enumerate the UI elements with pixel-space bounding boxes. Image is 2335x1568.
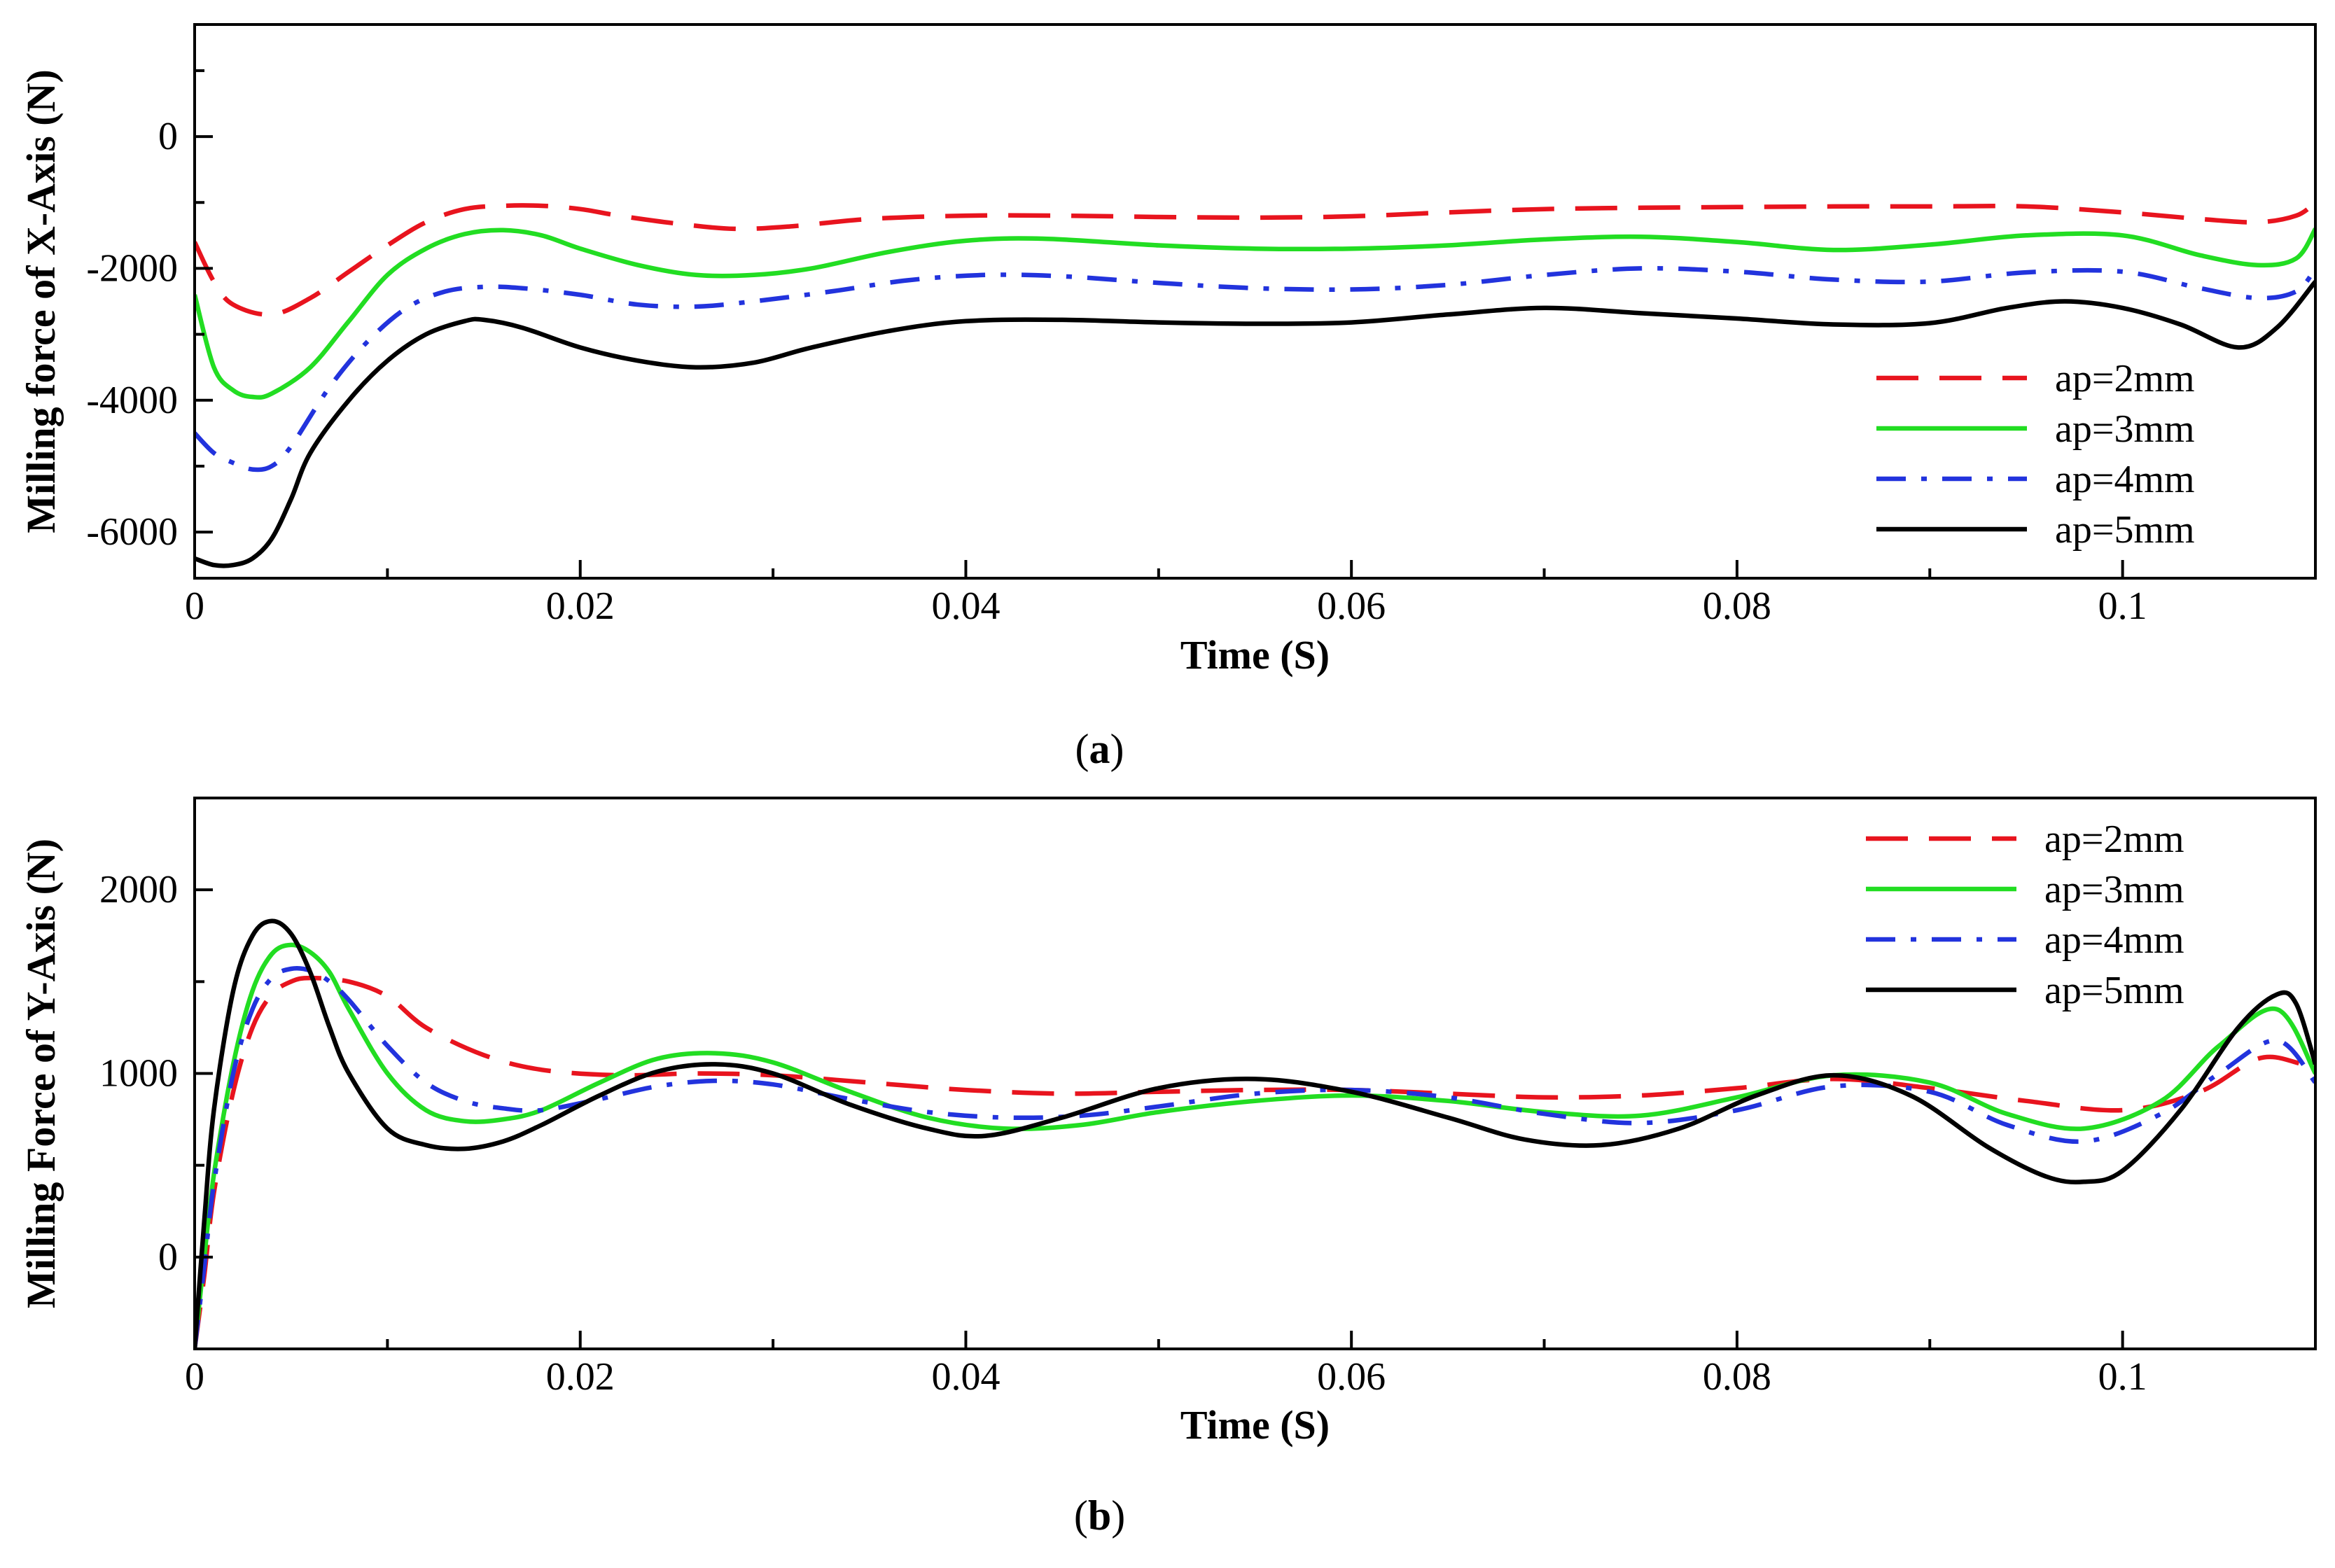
- series-line-ap=2mm: [195, 200, 2315, 317]
- caption-close-paren: ): [1111, 1492, 1125, 1539]
- caption-letter: b: [1088, 1492, 1111, 1539]
- series-line-ap=5mm: [195, 918, 2315, 1349]
- x-tick-label: 0.1: [2098, 1355, 2147, 1399]
- x-tick-label: 0.06: [1317, 584, 1386, 628]
- y-tick-label: 0: [158, 115, 178, 158]
- y-axis-title: Milling force of X-Axis (N): [18, 69, 64, 533]
- x-tick-label: 0.08: [1703, 1355, 1771, 1399]
- legend: ap=2mm ap=3mm ap=4mm ap=5mm: [1876, 357, 2195, 552]
- caption-close-paren: ): [1110, 726, 1124, 772]
- x-tick-label: 0: [185, 584, 204, 628]
- series-line-ap=3mm: [195, 942, 2315, 1349]
- legend-label: ap=2mm: [2055, 357, 2195, 400]
- series-group: [195, 200, 2315, 568]
- caption-open-paren: (: [1075, 726, 1089, 772]
- panel-caption: (b): [1074, 1492, 1125, 1539]
- series-line-ap=5mm: [195, 280, 2315, 568]
- legend-label: ap=4mm: [2055, 458, 2195, 501]
- series-line-ap=3mm: [195, 227, 2315, 400]
- series-line-ap=4mm: [195, 965, 2315, 1349]
- x-tick-label: 0.04: [931, 584, 1000, 628]
- caption-open-paren: (: [1074, 1492, 1088, 1539]
- x-axis-title: Time (S): [1180, 1402, 1330, 1448]
- legend-label: ap=2mm: [2044, 818, 2184, 861]
- panel-a: 0 0.02 0.04 0.06 0.08 0.1 -6000 -4000 -2000 0 Time…: [18, 23, 2317, 772]
- legend-label: ap=3mm: [2055, 407, 2195, 451]
- x-tick-label: 0.02: [546, 1355, 615, 1399]
- panel-caption: (a): [1075, 726, 1124, 772]
- y-axis-title: Milling Force of Y-Axis (N): [18, 839, 64, 1308]
- legend-label: ap=5mm: [2044, 969, 2184, 1012]
- series-line-ap=4mm: [195, 266, 2315, 472]
- x-tick-label: 0.04: [931, 1355, 1000, 1399]
- panel-b: 0 0.02 0.04 0.06 0.08 0.1 0 1000 2000 Time (S) Mil…: [18, 797, 2317, 1539]
- series-line-ap=2mm: [195, 975, 2315, 1349]
- caption-letter: a: [1089, 726, 1110, 772]
- y-tick-label: 0: [158, 1236, 178, 1279]
- x-tick-label: 0.08: [1703, 584, 1771, 628]
- y-tick-label: 2000: [99, 868, 178, 911]
- plot-frame: [193, 23, 2317, 580]
- y-tick-label: -6000: [86, 510, 178, 554]
- plot-frame: [193, 797, 2317, 1350]
- legend-label: ap=4mm: [2044, 918, 2184, 962]
- legend-label: ap=3mm: [2044, 868, 2184, 911]
- y-tick-label: -4000: [86, 379, 178, 422]
- legend-label: ap=5mm: [2055, 508, 2195, 552]
- x-tick-label: 0.1: [2098, 584, 2147, 628]
- x-tick-label: 0: [185, 1355, 204, 1399]
- x-axis-title: Time (S): [1180, 632, 1330, 678]
- series-group: [195, 918, 2315, 1349]
- legend: ap=2mm ap=3mm ap=4mm ap=5mm: [1866, 818, 2184, 1012]
- y-tick-label: -2000: [86, 246, 178, 290]
- x-tick-label: 0.06: [1317, 1355, 1386, 1399]
- y-tick-label: 1000: [99, 1052, 178, 1096]
- x-tick-label: 0.02: [546, 584, 615, 628]
